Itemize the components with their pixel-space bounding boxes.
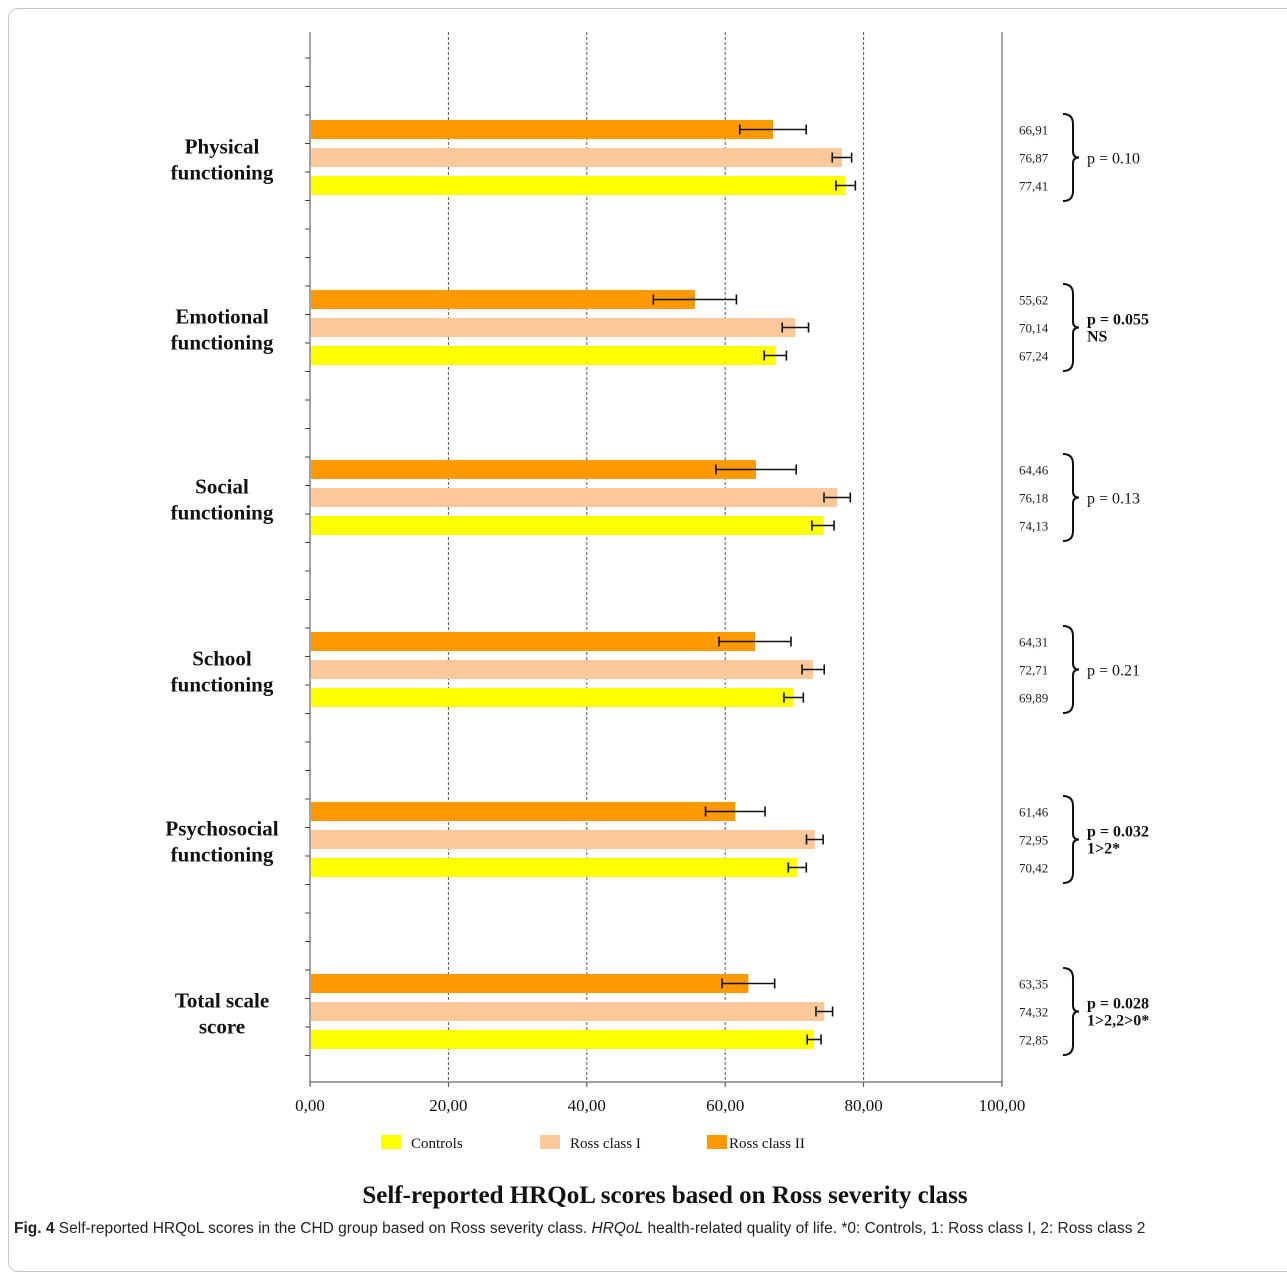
bracket xyxy=(1062,453,1080,542)
bar xyxy=(311,974,749,993)
bar xyxy=(311,318,796,337)
x-tick-label: 60,00 xyxy=(706,1096,744,1115)
p-value-note: 1>2* xyxy=(1087,841,1120,858)
data-label: 67,24 xyxy=(1019,349,1049,364)
bracket xyxy=(1062,625,1080,714)
bar xyxy=(311,148,842,167)
bracket xyxy=(1062,113,1080,202)
bar xyxy=(311,1002,825,1021)
bracket xyxy=(1062,795,1080,884)
bar xyxy=(311,346,776,365)
data-label: 70,42 xyxy=(1019,861,1048,876)
x-tick-label: 20,00 xyxy=(429,1096,467,1115)
data-label: 77,41 xyxy=(1019,179,1048,194)
p-value-note: 1>2,2>0* xyxy=(1087,1013,1149,1030)
data-label: 72,95 xyxy=(1019,833,1048,848)
category-label: functioning xyxy=(171,673,274,697)
data-label: 70,14 xyxy=(1019,321,1049,336)
bar xyxy=(311,830,815,849)
p-value-label: p = 0.10 xyxy=(1087,151,1140,168)
category-label: functioning xyxy=(171,501,274,525)
data-label: 63,35 xyxy=(1019,977,1048,992)
data-label: 64,31 xyxy=(1019,635,1048,650)
p-value-note: NS xyxy=(1087,329,1108,346)
bracket xyxy=(1062,283,1080,372)
data-label: 61,46 xyxy=(1019,805,1049,820)
category-label: score xyxy=(199,1015,245,1039)
x-tick-label: 40,00 xyxy=(568,1096,606,1115)
bar xyxy=(311,688,794,707)
category-label: Emotional xyxy=(175,305,269,329)
category-label: functioning xyxy=(171,843,274,867)
bar xyxy=(311,516,823,535)
data-label: 69,89 xyxy=(1019,691,1048,706)
x-tick-label: 0,00 xyxy=(295,1096,325,1115)
bar xyxy=(311,460,757,479)
bar xyxy=(311,632,756,651)
legend-swatch xyxy=(381,1135,401,1149)
bar xyxy=(311,1030,815,1049)
category-label: School xyxy=(192,647,252,671)
category-label: Psychosocial xyxy=(165,817,278,841)
p-value-label: p = 0.028 xyxy=(1087,996,1149,1013)
p-value-label: p = 0.21 xyxy=(1087,663,1140,680)
data-label: 74,32 xyxy=(1019,1005,1048,1020)
data-label: 76,87 xyxy=(1019,151,1049,166)
caption-text-1: Self-reported HRQoL scores in the CHD gr… xyxy=(54,1220,592,1237)
data-label: 66,91 xyxy=(1019,123,1048,138)
category-label: Total scale xyxy=(175,989,269,1013)
bar xyxy=(311,290,695,309)
category-label: functioning xyxy=(171,331,274,355)
bar xyxy=(311,660,814,679)
legend-label: Ross class II xyxy=(729,1136,805,1152)
bar xyxy=(311,858,798,877)
caption-abbreviation: HRQoL xyxy=(591,1220,644,1237)
p-value-label: p = 0.032 xyxy=(1087,824,1149,841)
data-label: 72,85 xyxy=(1019,1033,1048,1048)
bar xyxy=(311,120,774,139)
category-label: functioning xyxy=(171,161,274,185)
bracket xyxy=(1062,967,1080,1056)
figure-label: Fig. 4 xyxy=(14,1220,55,1237)
data-label: 55,62 xyxy=(1019,293,1048,308)
data-label: 76,18 xyxy=(1019,491,1048,506)
chart: 0,00 20,00 40,00 60,00 80,00 100,00 66,91 76,87… xyxy=(165,32,1149,1209)
data-label: 72,71 xyxy=(1019,663,1048,678)
legend-swatch xyxy=(707,1135,727,1149)
p-value-label: p = 0.055 xyxy=(1087,312,1149,329)
bar xyxy=(311,802,736,821)
legend-label: Ross class I xyxy=(570,1136,641,1152)
chart-title: Self-reported HRQoL scores based on Ross… xyxy=(362,1182,968,1209)
legend-label: Controls xyxy=(411,1136,463,1152)
bar xyxy=(311,488,838,507)
x-tick-label: 100,00 xyxy=(979,1096,1026,1115)
caption-text-2: health-related quality of life. *0: Cont… xyxy=(643,1220,1146,1237)
x-tick-label: 80,00 xyxy=(844,1096,882,1115)
legend-swatch xyxy=(540,1135,560,1149)
data-label: 64,46 xyxy=(1019,463,1049,478)
category-label: Physical xyxy=(185,135,260,159)
p-value-label: p = 0.13 xyxy=(1087,491,1140,508)
category-label: Social xyxy=(195,475,249,499)
bar xyxy=(311,176,846,195)
figure-caption: Fig. 4 Self-reported HRQoL scores in the… xyxy=(14,1218,1279,1240)
data-label: 74,13 xyxy=(1019,519,1048,534)
